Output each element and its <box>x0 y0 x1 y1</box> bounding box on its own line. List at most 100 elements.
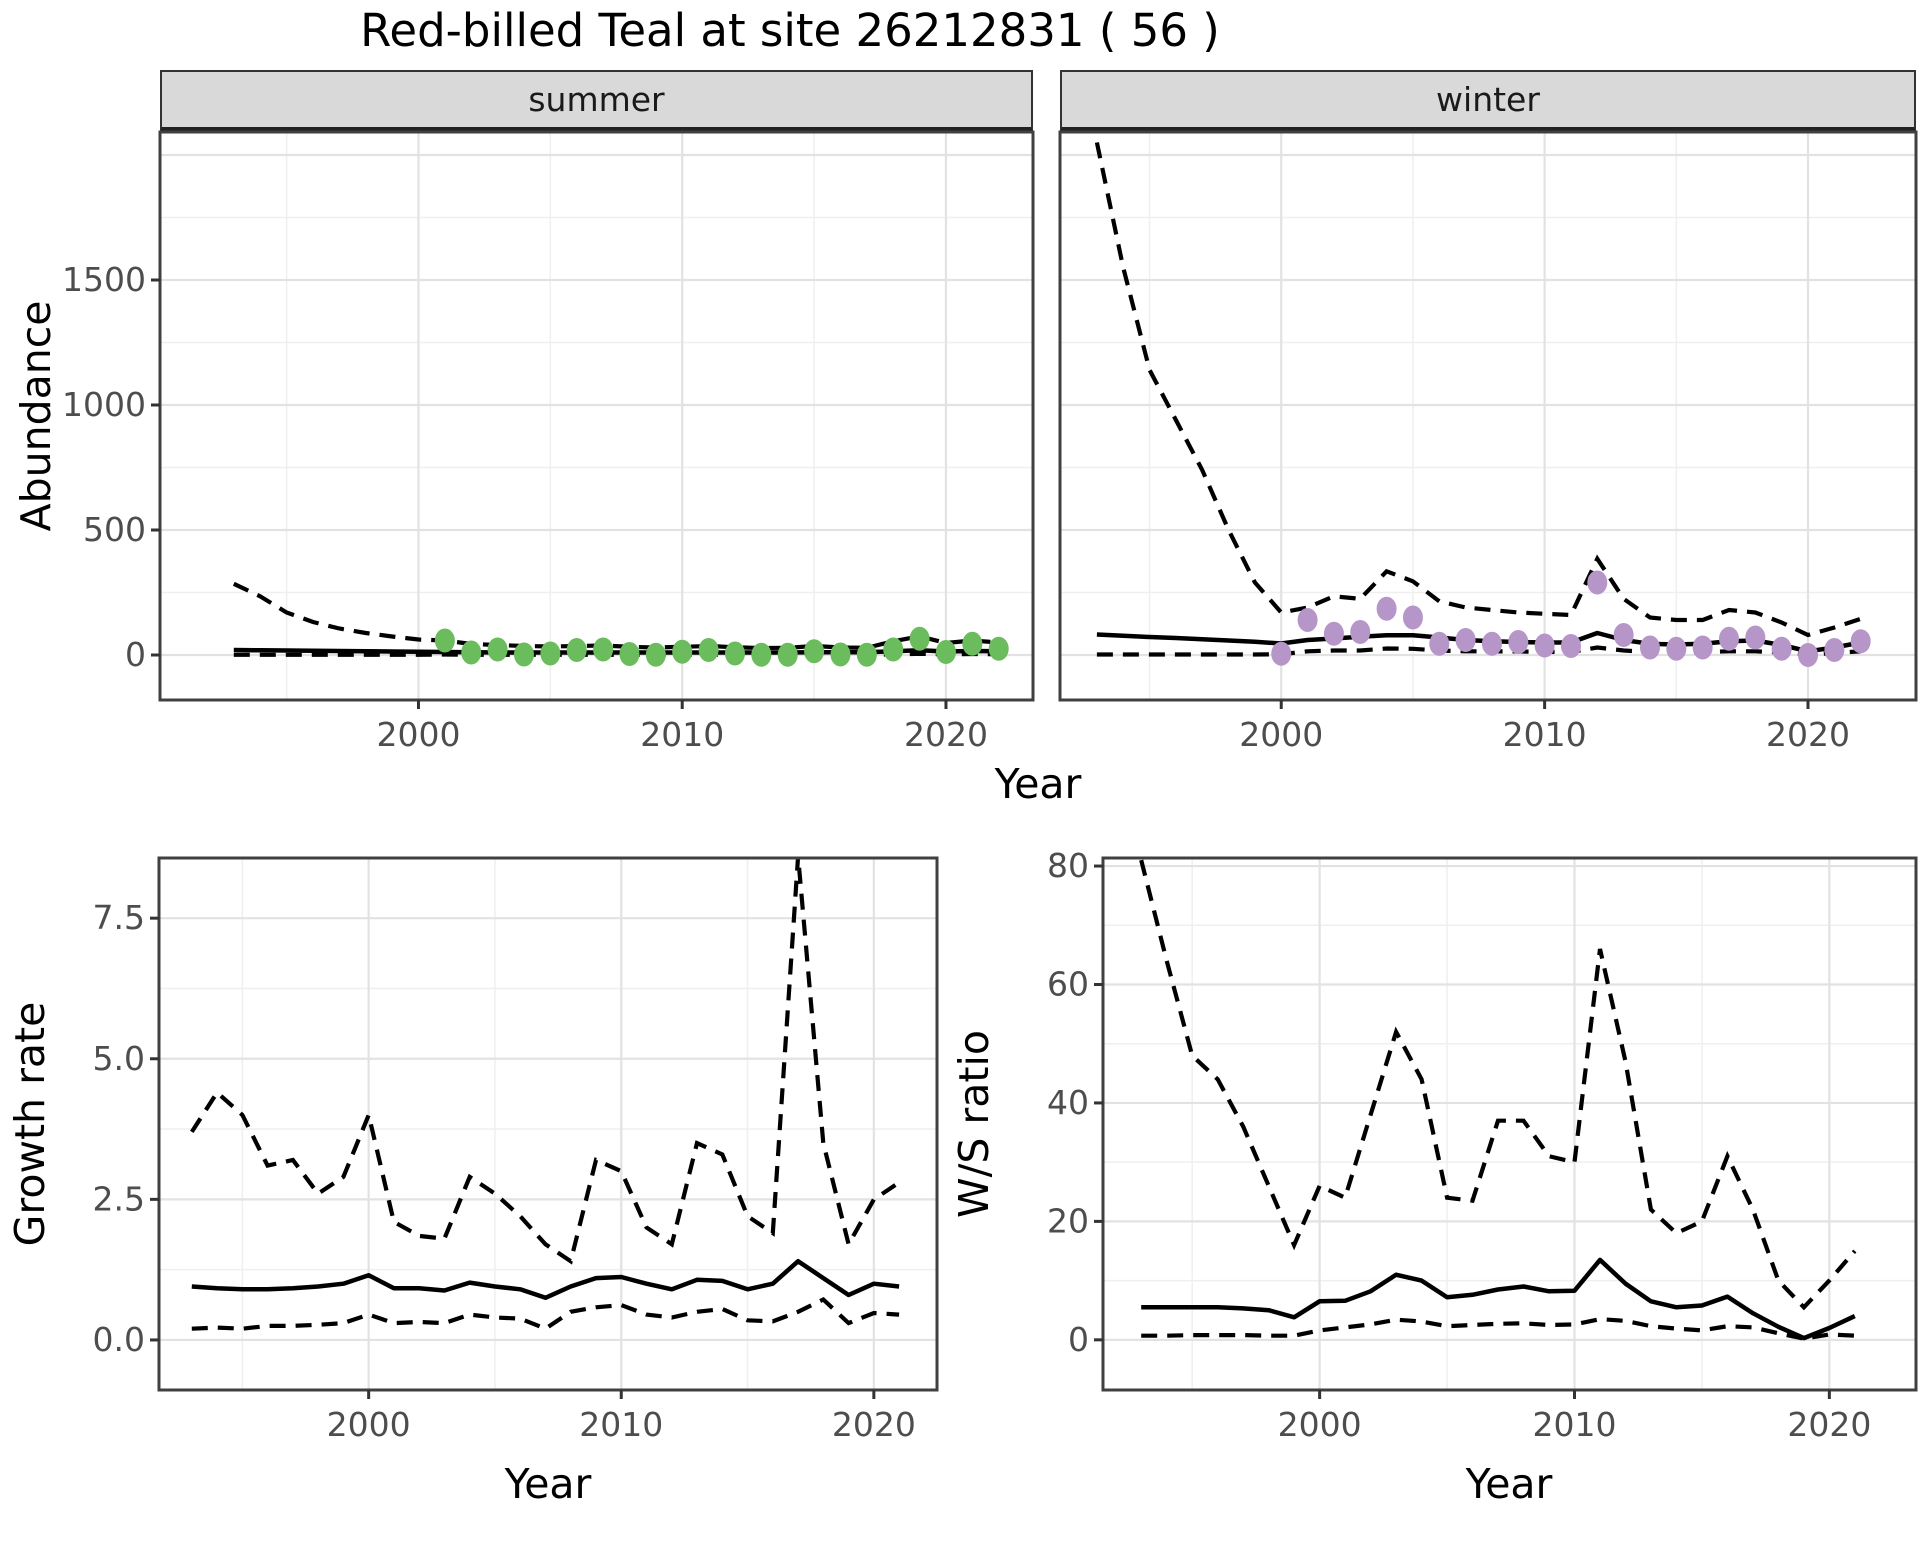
x-tick-label: 2010 <box>1532 1405 1616 1444</box>
observed-winter-count <box>1402 605 1423 630</box>
observed-summer-count <box>988 636 1009 661</box>
observed-summer-count <box>645 642 666 667</box>
panel-border <box>158 130 1035 702</box>
axis-ticks: 2000 2010 2020 0 500 1000 1500 <box>62 260 988 754</box>
ci-upper-line <box>1139 859 1857 1311</box>
observed-winter-count <box>1455 628 1476 652</box>
observed-summer-count <box>540 641 561 666</box>
observed-summer-count <box>804 639 825 664</box>
x-tick-label: 2000 <box>1239 715 1323 754</box>
chart-title: Red-billed Teal at site 26212831 ( 56 ) <box>360 4 1220 57</box>
panel-background <box>1103 858 1916 1390</box>
observed-summer-count <box>619 642 640 666</box>
observed-winter-count <box>1534 633 1555 658</box>
facet-strip-winter: winter <box>1060 70 1916 132</box>
x-tick-label: 2000 <box>327 1405 411 1444</box>
y-tick-label: 2.5 <box>93 1179 145 1218</box>
ci-upper-line <box>232 581 999 651</box>
y-tick-label: 7.5 <box>93 898 145 937</box>
axis-ticks: 2000 2010 2020 0 20 40 60 80 <box>1047 846 1871 1444</box>
y-tick-label: 0.0 <box>93 1320 145 1359</box>
axis-ticks: 2000 2010 2020 0.0 2.5 5.0 7.5 <box>93 898 916 1444</box>
observed-winter-count <box>1745 625 1766 650</box>
panel-background <box>159 858 937 1390</box>
observed-summer-count <box>487 637 508 662</box>
x-axis-title-year-ws: Year <box>1465 1460 1553 1508</box>
y-tick-label: 5.0 <box>93 1039 145 1078</box>
observed-winter-count <box>1587 570 1608 595</box>
x-tick-label: 2000 <box>1278 1405 1362 1444</box>
observed-summer-count <box>513 642 534 667</box>
observed-summer-count <box>461 640 482 665</box>
observed-summer-count <box>962 631 983 656</box>
observed-summer-count <box>566 638 587 662</box>
observed-winter-count <box>1850 629 1871 654</box>
ci-lower-line <box>1141 1316 1855 1341</box>
observed-summer-count <box>751 642 772 667</box>
observed-summer-counts <box>434 626 1009 667</box>
panel-background <box>1060 132 1916 700</box>
observed-winter-counts <box>1271 570 1871 667</box>
abundance-summer-plot: 2000 2010 2020 0 500 1000 1500 <box>62 130 1035 754</box>
panel-background <box>160 132 1033 700</box>
observed-summer-count <box>856 642 877 667</box>
x-tick-label: 2010 <box>640 715 724 754</box>
observed-summer-count <box>777 642 798 667</box>
x-axis-title-year-growth: Year <box>504 1460 592 1508</box>
observed-winter-count <box>1798 643 1819 667</box>
x-tick-label: 2020 <box>904 715 988 754</box>
observed-winter-count <box>1271 641 1292 666</box>
ci-upper-line <box>1094 142 1862 638</box>
observed-winter-count <box>1323 621 1344 646</box>
observed-winter-count <box>1666 636 1687 661</box>
fit-line <box>1141 1257 1856 1341</box>
model-lines <box>190 858 901 1332</box>
observed-summer-count <box>698 638 719 662</box>
facet-strip-winter-label: winter <box>1436 80 1540 119</box>
x-tick-label: 2020 <box>1787 1405 1871 1444</box>
panel-border <box>157 856 939 1392</box>
observed-summer-count <box>593 637 614 662</box>
observed-winter-count <box>1560 634 1581 658</box>
y-tick-label: 500 <box>83 510 146 549</box>
observed-winter-count <box>1297 608 1318 632</box>
panel-border <box>1058 130 1918 702</box>
y-tick-label: 20 <box>1047 1201 1089 1240</box>
growth-rate-plot: 2000 2010 2020 0.0 2.5 5.0 7.5 <box>93 856 939 1444</box>
observed-winter-count <box>1429 631 1450 656</box>
facet-strip-summer-label: summer <box>528 80 665 119</box>
observed-winter-count <box>1692 635 1713 660</box>
y-tick-label: 1000 <box>62 385 146 424</box>
observed-summer-count <box>935 640 956 664</box>
observed-summer-count <box>883 637 904 662</box>
y-tick-label: 1500 <box>62 260 146 299</box>
observed-winter-count <box>1718 626 1739 651</box>
observed-summer-count <box>909 626 930 651</box>
fit-line <box>191 1258 900 1301</box>
y-tick-label: 40 <box>1047 1083 1089 1122</box>
facet-strip-summer: summer <box>160 70 1033 132</box>
y-axis-title-ws-ratio: W/S ratio <box>950 1030 998 1218</box>
observed-winter-count <box>1613 623 1634 647</box>
observed-summer-count <box>672 639 693 664</box>
observed-winter-count <box>1824 638 1845 662</box>
observed-summer-count <box>434 628 455 653</box>
ci-lower-line <box>1096 645 1861 657</box>
y-axis-title-growth-rate: Growth rate <box>6 1001 54 1247</box>
x-tick-label: 2010 <box>1503 715 1587 754</box>
x-tick-label: 2010 <box>579 1405 663 1444</box>
y-tick-label: 80 <box>1047 846 1089 885</box>
y-tick-label: 0 <box>1068 1320 1089 1359</box>
y-tick-label: 60 <box>1047 965 1089 1004</box>
y-axis-title-abundance: Abundance <box>12 300 60 532</box>
y-tick-label: 0 <box>125 635 146 674</box>
gridlines <box>1103 858 1916 1390</box>
observed-summer-count <box>724 641 745 666</box>
model-lines <box>1139 859 1857 1341</box>
observed-winter-count <box>1350 620 1371 644</box>
observed-winter-count <box>1771 636 1792 661</box>
axis-ticks: 2000 2010 2020 <box>1239 700 1850 754</box>
observed-winter-count <box>1639 635 1660 660</box>
ci-lower-line <box>191 1296 900 1332</box>
